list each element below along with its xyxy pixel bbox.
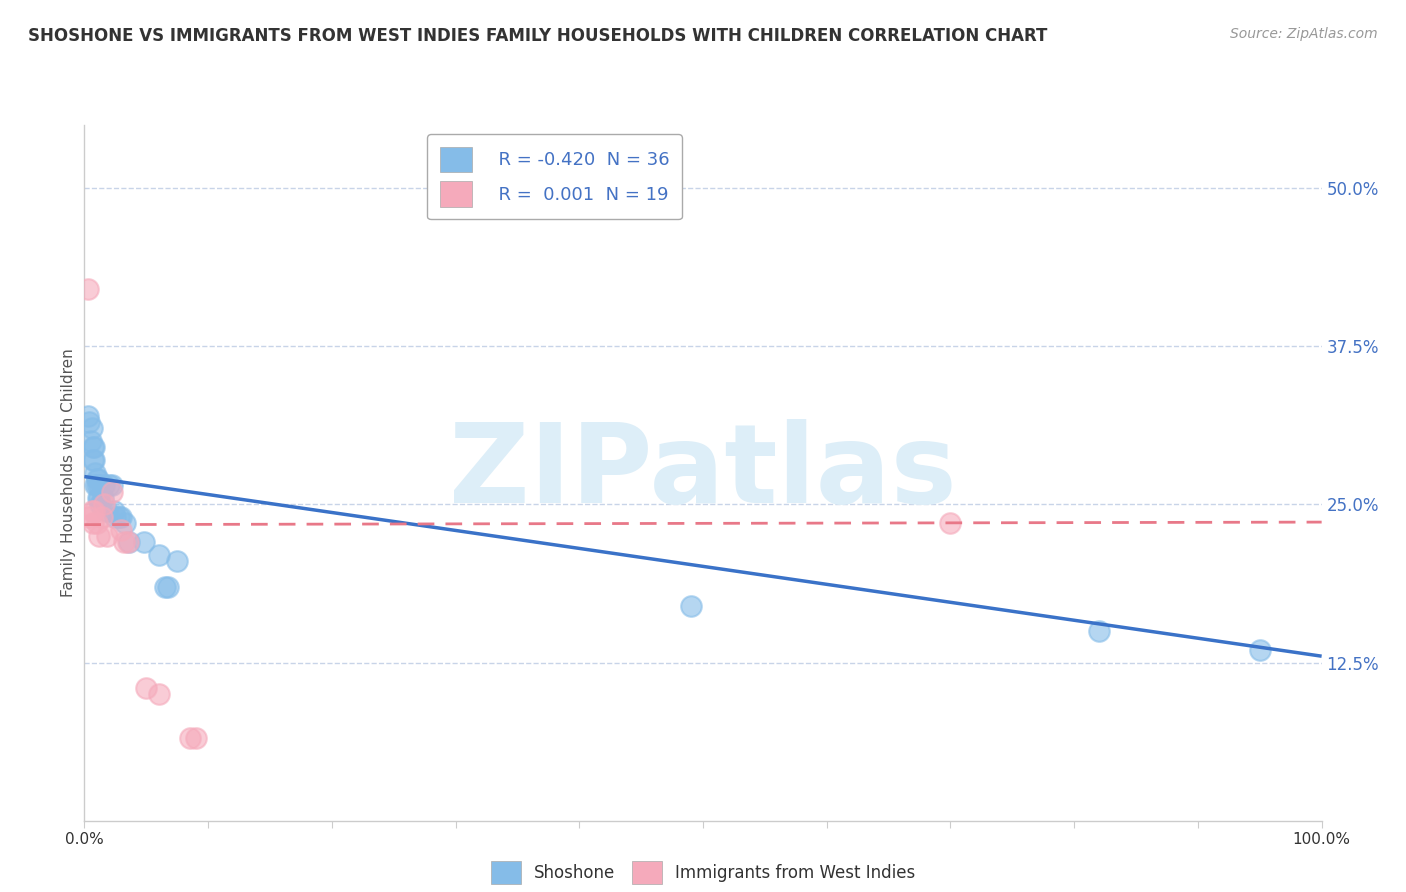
Point <box>80 504 103 518</box>
Point <box>84 478 107 492</box>
Point <box>157 580 180 594</box>
Point <box>1249 643 1271 657</box>
Point <box>93 497 115 511</box>
Point <box>148 687 170 701</box>
Point <box>166 554 188 568</box>
Point <box>83 441 105 455</box>
Point <box>77 409 100 423</box>
Point <box>91 491 114 505</box>
Point <box>84 466 107 480</box>
Point <box>90 510 112 524</box>
Point <box>112 535 135 549</box>
Text: Source: ZipAtlas.com: Source: ZipAtlas.com <box>1230 27 1378 41</box>
Point <box>89 497 111 511</box>
Point <box>100 484 122 499</box>
Point <box>135 681 157 695</box>
Point <box>80 421 103 435</box>
Point <box>79 415 101 429</box>
Point <box>110 510 132 524</box>
Point <box>114 516 136 531</box>
Point <box>83 504 105 518</box>
Point <box>108 510 131 524</box>
Point <box>89 478 111 492</box>
Point <box>96 529 118 543</box>
Point <box>89 529 111 543</box>
Point <box>117 535 139 549</box>
Point <box>179 731 201 746</box>
Point <box>79 434 101 449</box>
Legend:   R = -0.420  N = 36,   R =  0.001  N = 19: R = -0.420 N = 36, R = 0.001 N = 19 <box>427 134 682 219</box>
Point <box>87 491 110 505</box>
Point <box>93 478 115 492</box>
Point <box>86 478 108 492</box>
Point <box>104 510 127 524</box>
Point <box>82 516 104 531</box>
Point <box>86 472 108 486</box>
Point <box>79 510 101 524</box>
Point <box>77 282 100 296</box>
Point <box>148 548 170 562</box>
Point <box>83 453 105 467</box>
Y-axis label: Family Households with Children: Family Households with Children <box>60 349 76 597</box>
Point <box>939 516 962 531</box>
Text: SHOSHONE VS IMMIGRANTS FROM WEST INDIES FAMILY HOUSEHOLDS WITH CHILDREN CORRELAT: SHOSHONE VS IMMIGRANTS FROM WEST INDIES … <box>28 27 1047 45</box>
Point <box>89 491 111 505</box>
Point <box>153 580 176 594</box>
Point <box>98 478 121 492</box>
Point <box>82 453 104 467</box>
Point <box>132 535 155 549</box>
Point <box>110 523 132 537</box>
Point <box>679 599 702 613</box>
Point <box>103 504 125 518</box>
Point <box>1088 624 1111 638</box>
Point <box>184 731 207 746</box>
Point <box>82 441 104 455</box>
Text: ZIPatlas: ZIPatlas <box>449 419 957 526</box>
Point <box>87 472 110 486</box>
Point <box>118 535 141 549</box>
Point <box>100 478 122 492</box>
Point <box>86 516 108 531</box>
Point <box>96 504 118 518</box>
